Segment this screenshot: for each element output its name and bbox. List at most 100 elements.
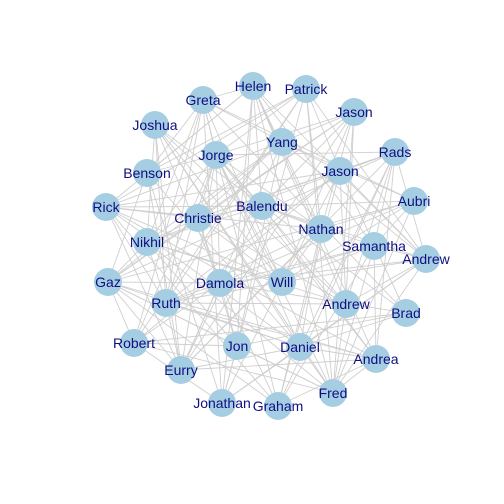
node-label: Ruth	[151, 295, 181, 311]
graph-edge	[105, 206, 322, 230]
node-circle	[248, 192, 276, 220]
node-label: Jon	[226, 338, 249, 354]
node-label: Andrew	[402, 251, 450, 267]
node-circle	[208, 389, 236, 417]
graph-edge	[105, 141, 283, 208]
node-circle	[92, 193, 120, 221]
node-label: Balendu	[236, 198, 287, 214]
graph-edge	[202, 99, 283, 143]
graph-edge	[146, 141, 283, 243]
graph-edge	[146, 99, 204, 174]
node-circle	[268, 268, 296, 296]
graph-edge	[215, 154, 301, 348]
graph-edge	[154, 124, 221, 284]
graph-node: Benson	[123, 159, 171, 187]
graph-node: Andrew	[402, 245, 451, 273]
node-layer: Helen Patrick Greta Jason Joshua Yang Rads Jorg…	[92, 72, 451, 420]
graph-node: Fred	[319, 379, 348, 407]
graph-edge	[154, 124, 347, 305]
graph-edge	[373, 245, 377, 360]
graph-edge	[133, 99, 204, 344]
graph-node: Jonathan	[193, 389, 251, 417]
graph-edge	[146, 172, 182, 371]
node-label: Brad	[391, 305, 421, 321]
graph-edge	[332, 258, 427, 394]
node-label: Jonathan	[193, 395, 251, 411]
graph-edge	[107, 281, 377, 360]
node-label: Patrick	[285, 81, 329, 97]
graph-edge	[261, 200, 415, 207]
graph-edge	[146, 99, 204, 243]
graph-edge	[219, 245, 375, 284]
graph-edge	[105, 85, 254, 208]
graph-edge	[215, 151, 396, 156]
graph-edge	[165, 228, 322, 304]
graph-edge	[215, 154, 347, 305]
graph-edge	[375, 151, 396, 360]
graph-edge	[215, 154, 322, 230]
node-circle	[286, 333, 314, 361]
graph-edge	[197, 217, 283, 283]
graph-node: Nikhil	[130, 228, 164, 256]
graph-node: Brad	[391, 299, 421, 327]
graph-edge	[281, 200, 415, 283]
graph-edge	[165, 99, 204, 304]
node-circle	[362, 345, 390, 373]
graph-node: Balendu	[236, 192, 288, 220]
node-label: Rick	[92, 199, 120, 215]
node-circle	[268, 128, 296, 156]
node-label: Helen	[235, 78, 272, 94]
graph-edge	[277, 170, 341, 407]
node-label: Nikhil	[130, 234, 164, 250]
node-label: Nathan	[298, 221, 343, 237]
graph-node: Christie	[174, 204, 222, 232]
graph-edge	[107, 281, 221, 284]
graph-edge	[281, 245, 375, 283]
node-label: Jason	[335, 104, 372, 120]
node-circle	[120, 329, 148, 357]
graph-edge	[299, 228, 322, 348]
node-label: Andrea	[353, 351, 398, 367]
graph-node: Damola	[196, 269, 244, 297]
node-circle	[141, 111, 169, 139]
node-circle	[239, 72, 267, 100]
graph-edge	[146, 88, 307, 174]
node-circle	[189, 86, 217, 114]
graph-node: Patrick	[285, 75, 329, 103]
node-label: Yang	[266, 134, 298, 150]
graph-edge	[281, 258, 427, 283]
node-circle	[360, 232, 388, 260]
node-label: Damola	[196, 275, 244, 291]
graph-edge	[180, 154, 217, 371]
graph-edge	[299, 151, 396, 348]
node-label: Benson	[123, 165, 170, 181]
graph-node: Jason	[321, 157, 359, 185]
graph-edge	[133, 282, 221, 344]
graph-node: Nathan	[298, 215, 344, 243]
graph-edge	[133, 342, 334, 394]
graph-node: Jon	[223, 332, 251, 360]
graph-edge	[305, 88, 427, 260]
graph-node: Robert	[113, 329, 155, 357]
graph-edge	[105, 205, 263, 208]
graph-edge	[332, 245, 375, 394]
node-label: Fred	[319, 385, 348, 401]
graph-edge	[133, 312, 407, 344]
graph-edge	[154, 124, 283, 283]
graph-node: Andrea	[353, 345, 399, 373]
node-circle	[133, 159, 161, 187]
graph-edge	[180, 228, 322, 371]
node-label: Graham	[253, 398, 304, 414]
graph-edge	[221, 281, 283, 404]
graph-node: Yang	[266, 128, 298, 156]
node-circle	[340, 98, 368, 126]
node-circle	[292, 75, 320, 103]
graph-edge	[154, 124, 182, 371]
graph-edge	[165, 302, 377, 360]
graph-edge	[105, 206, 301, 348]
graph-edge	[105, 206, 182, 371]
node-label: Christie	[174, 210, 222, 226]
graph-edge	[197, 217, 347, 305]
node-circle	[412, 245, 440, 273]
